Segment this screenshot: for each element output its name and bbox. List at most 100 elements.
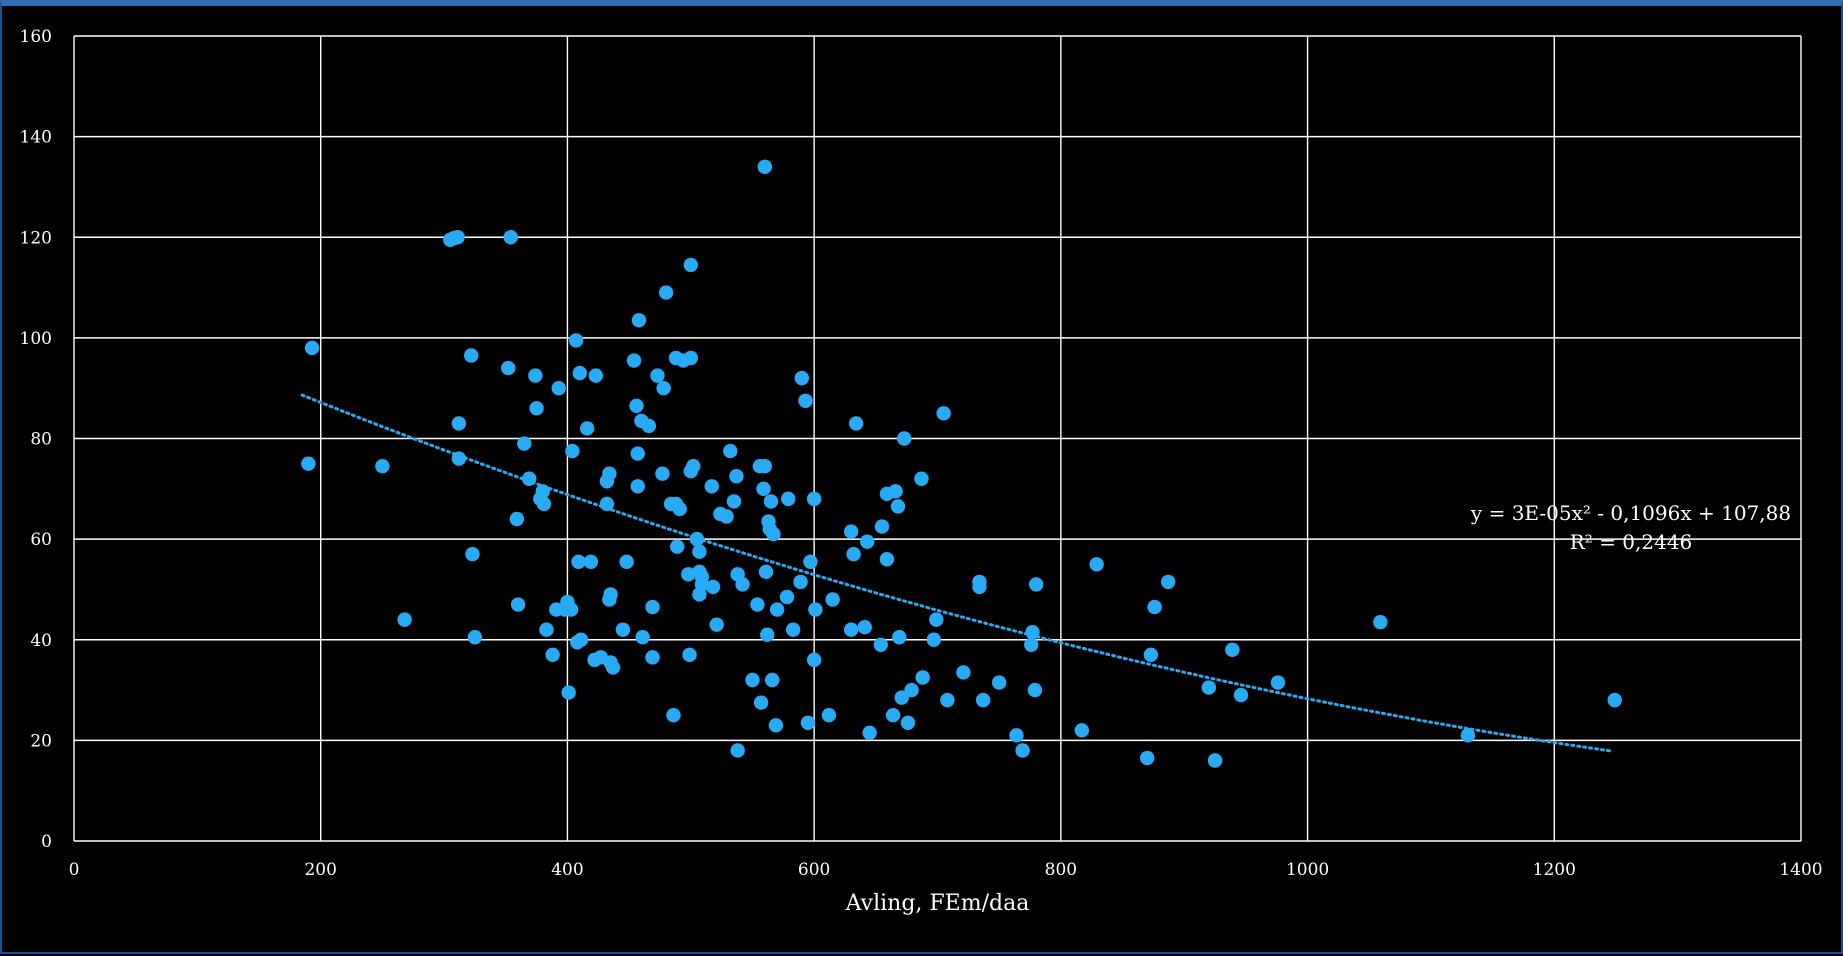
- y-tick-label: 120: [20, 228, 52, 248]
- data-point: [825, 592, 840, 607]
- data-point: [1009, 728, 1024, 743]
- data-point: [1233, 687, 1249, 703]
- data-point: [821, 708, 837, 723]
- data-point: [573, 632, 589, 647]
- data-point: [666, 708, 681, 723]
- data-point: [794, 370, 810, 386]
- data-point: [635, 630, 650, 645]
- data-point: [509, 511, 525, 527]
- data-point: [704, 479, 719, 494]
- data-point: [1147, 599, 1162, 615]
- data-point: [1270, 675, 1286, 690]
- data-point: [1015, 743, 1030, 758]
- data-point: [1074, 723, 1090, 738]
- data-point: [655, 466, 670, 481]
- data-point: [857, 619, 872, 635]
- data-point: [726, 494, 742, 509]
- data-point: [630, 446, 645, 461]
- data-point: [645, 599, 660, 615]
- data-point: [682, 647, 697, 663]
- data-point: [758, 564, 774, 580]
- data-point: [800, 715, 816, 730]
- data-point: [760, 627, 775, 642]
- data-point: [859, 534, 875, 549]
- data-point: [301, 456, 316, 471]
- data-point: [846, 547, 861, 562]
- trendline-layer: [300, 393, 1612, 753]
- data-point: [656, 380, 671, 396]
- data-point: [873, 637, 888, 652]
- data-point: [779, 589, 795, 605]
- data-point: [619, 554, 634, 569]
- data-point: [1207, 753, 1223, 768]
- data-point: [890, 499, 906, 514]
- data-point: [629, 398, 644, 413]
- trendline-equation: y = 3E-05x² - 0,1096x + 107,88: [1470, 501, 1791, 525]
- data-point: [709, 617, 724, 632]
- data-point: [450, 230, 465, 245]
- data-point: [464, 348, 479, 363]
- data-point: [571, 554, 586, 569]
- x-tick-label: 1200: [1533, 860, 1576, 880]
- data-points: [301, 159, 1622, 768]
- data-point: [1027, 682, 1043, 698]
- data-point: [756, 481, 771, 497]
- data-point: [503, 230, 518, 245]
- data-point: [551, 380, 566, 396]
- data-point: [451, 416, 467, 431]
- data-point: [793, 574, 808, 590]
- data-point: [862, 725, 877, 741]
- data-point: [803, 554, 818, 569]
- data-point: [936, 406, 951, 421]
- data-point: [735, 577, 750, 592]
- data-point: [991, 675, 1007, 690]
- data-point: [757, 458, 772, 474]
- data-point: [672, 501, 687, 517]
- data-point: [510, 597, 526, 612]
- data-point: [686, 458, 701, 474]
- trendline: [300, 393, 1612, 753]
- data-point: [626, 353, 642, 368]
- data-point: [806, 491, 822, 507]
- y-tick-label: 40: [30, 631, 52, 651]
- x-tick-label: 1000: [1286, 860, 1329, 880]
- data-point: [730, 743, 745, 758]
- y-tick-label: 100: [20, 329, 52, 349]
- data-point: [1089, 557, 1104, 572]
- x-tick-label: 1400: [1779, 860, 1822, 880]
- data-point: [630, 479, 645, 494]
- grid-lines: [73, 35, 1802, 842]
- data-point: [843, 622, 859, 637]
- data-point: [972, 579, 987, 595]
- data-point: [750, 597, 765, 612]
- data-point: [1024, 637, 1039, 652]
- data-point: [765, 672, 780, 688]
- data-point: [631, 313, 647, 328]
- data-point: [1160, 574, 1176, 590]
- data-point: [694, 569, 710, 585]
- data-point: [723, 443, 738, 459]
- tick-labels: 0 200 400 600 800 1000 1200 1400 0 20 40 60 80 100 120…: [20, 27, 1823, 880]
- data-point: [681, 567, 696, 582]
- data-point: [768, 718, 784, 733]
- data-point: [528, 368, 543, 383]
- data-point: [885, 708, 901, 723]
- data-point: [896, 431, 912, 446]
- data-point: [641, 418, 657, 434]
- data-point: [900, 715, 916, 730]
- data-point: [545, 647, 560, 663]
- data-point: [843, 524, 859, 539]
- data-point: [956, 665, 971, 680]
- data-point: [808, 602, 823, 617]
- data-point: [501, 360, 516, 376]
- data-point: [588, 368, 604, 383]
- data-point: [848, 416, 864, 431]
- data-point: [529, 401, 544, 416]
- y-tick-label: 20: [30, 731, 52, 751]
- data-point: [465, 547, 480, 562]
- data-point: [375, 458, 390, 474]
- data-point: [467, 630, 483, 645]
- data-point: [719, 509, 734, 524]
- y-tick-label: 160: [20, 27, 52, 47]
